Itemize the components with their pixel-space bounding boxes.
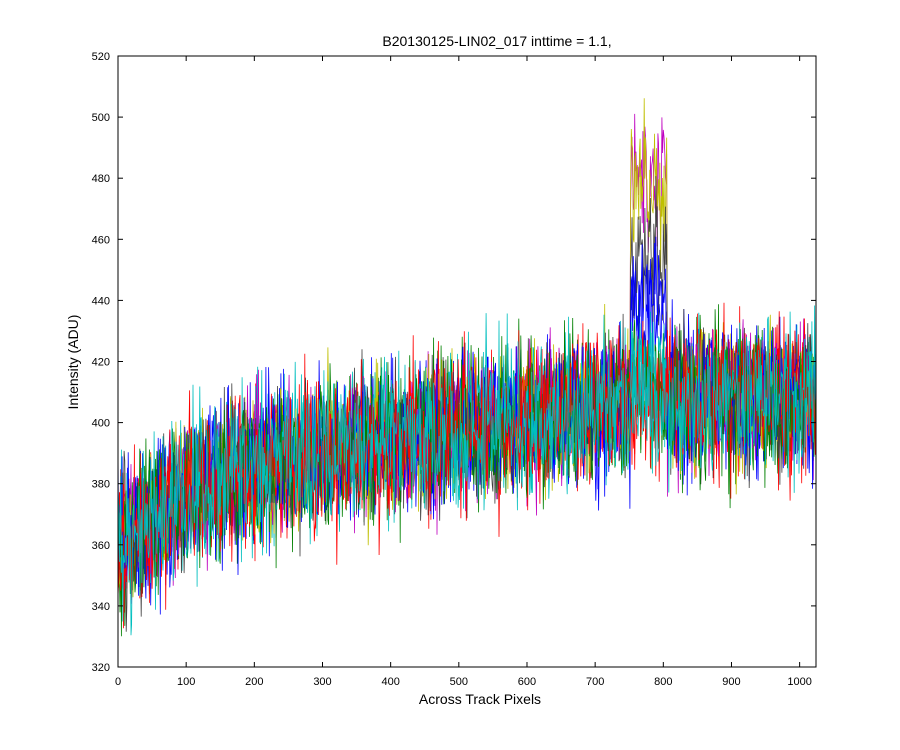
- chart-title: B20130125-LIN02_017 inttime = 1.1,: [382, 33, 611, 49]
- y-axis-label: Intensity (ADU): [65, 315, 81, 410]
- x-tick-label: 800: [654, 676, 672, 688]
- x-tick-label: 900: [722, 676, 740, 688]
- y-tick-label: 520: [92, 51, 110, 63]
- y-tick-label: 480: [92, 173, 110, 185]
- x-tick-label: 100: [177, 676, 195, 688]
- x-tick-label: 700: [586, 676, 604, 688]
- x-tick-label: 1000: [787, 676, 811, 688]
- x-tick-label: 0: [115, 676, 121, 688]
- y-tick-label: 460: [92, 234, 110, 246]
- y-tick-label: 420: [92, 357, 110, 369]
- series-layer: [117, 98, 817, 637]
- x-tick-label: 400: [381, 676, 399, 688]
- y-tick-label: 360: [92, 540, 110, 552]
- x-tick-label: 200: [245, 676, 263, 688]
- y-tick-label: 340: [92, 601, 110, 613]
- x-axis-label: Across Track Pixels: [419, 691, 541, 707]
- x-tick-label: 500: [450, 676, 468, 688]
- ticks-layer: 0 100 200 300 400 500 600 700 800 900 1000 320 340 36…: [92, 51, 816, 688]
- y-tick-label: 400: [92, 418, 110, 430]
- x-tick-label: 300: [313, 676, 331, 688]
- y-tick-label: 380: [92, 479, 110, 491]
- x-tick-label: 600: [518, 676, 536, 688]
- y-tick-label: 440: [92, 295, 110, 307]
- y-tick-label: 500: [92, 112, 110, 124]
- series-line-11: [117, 305, 817, 636]
- y-tick-label: 320: [92, 662, 110, 674]
